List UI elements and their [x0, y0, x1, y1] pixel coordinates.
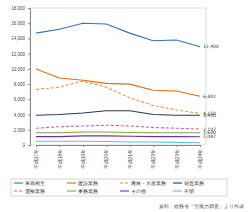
legend-swatch	[173, 182, 182, 183]
y-tick-label: 0	[22, 143, 25, 148]
y-tick-mark	[28, 8, 30, 9]
y-tick: 14,000	[11, 36, 30, 41]
y-tick-label: 2,000	[14, 128, 26, 133]
y-tick-mark	[28, 99, 30, 100]
y-tick-mark	[28, 130, 30, 131]
y-tick-mark	[28, 145, 30, 146]
x-tick-label: 平成17年	[33, 149, 39, 169]
legend-swatch	[67, 182, 76, 183]
y-tick-mark	[28, 69, 30, 70]
y-tick: 8,000	[14, 82, 30, 87]
x-tick-label: 平成21年	[127, 149, 133, 169]
x-tick-mark	[153, 145, 154, 147]
plot-frame	[30, 8, 206, 145]
series-line	[36, 141, 200, 143]
value-label: 3,900	[203, 113, 216, 118]
legend-label: 製造業務	[184, 180, 204, 186]
x-tick-label: 平成19年	[80, 149, 86, 169]
legend-swatch	[14, 182, 23, 183]
value-labels: 12,9006,4024,1503,9002,1071,6001,087	[203, 44, 219, 139]
y-tick-label: 14,000	[11, 36, 25, 41]
legend-label: 運輸業務	[25, 188, 45, 194]
x-tick-label: 平成24年	[197, 149, 203, 169]
x-tick: 平成19年	[80, 145, 86, 169]
y-tick: 6,000	[14, 97, 30, 102]
source-note: 資料：総務省「労働力調査」より作成	[159, 203, 244, 209]
x-tick-label: 平成20年	[103, 149, 109, 169]
series-line	[36, 111, 200, 116]
x-tick: 平成21年	[127, 145, 133, 169]
series-line	[36, 81, 200, 113]
series-line	[36, 132, 200, 134]
x-tick: 平成24年	[197, 145, 203, 169]
legend-swatch	[120, 190, 129, 191]
x-tick: 平成20年	[103, 145, 109, 169]
x-tick: 平成23年	[174, 145, 180, 169]
x-tick: 平成18年	[57, 145, 63, 169]
x-tick-mark	[130, 145, 131, 147]
x-tick-label: 平成23年	[174, 149, 180, 169]
y-tick: 0	[22, 143, 30, 148]
value-label: 6,402	[203, 94, 216, 99]
series-line	[36, 125, 200, 129]
legend-frame	[11, 179, 227, 196]
y-tick-mark	[28, 54, 30, 55]
y-tick: 10,000	[11, 67, 30, 72]
legend-label: 事務業務	[78, 188, 98, 194]
y-tick-label: 16,000	[11, 21, 25, 26]
y-tick: 2,000	[14, 128, 30, 133]
legend-label: 建設業務	[77, 180, 98, 186]
y-tick-mark	[28, 84, 30, 85]
legend-swatch	[14, 190, 23, 191]
y-tick-label: 8,000	[14, 82, 26, 87]
x-tick-mark	[59, 145, 60, 147]
y-tick-label: 6,000	[14, 97, 26, 102]
legend-label: 不明	[184, 189, 194, 194]
x-tick: 平成22年	[150, 145, 156, 169]
y-tick-mark	[28, 38, 30, 39]
series-line	[36, 69, 200, 96]
x-tick-mark	[177, 145, 178, 147]
y-tick-mark	[28, 115, 30, 116]
legend-label: その他	[131, 189, 146, 194]
legend: 車両相互 建設業務 農林・水産業務 製造業務運輸業務 事務業務 その他 不明	[11, 179, 227, 196]
value-label: 1,087	[203, 134, 216, 139]
legend-swatch	[173, 190, 182, 191]
x-tick-mark	[106, 145, 107, 147]
x-tick-label: 平成18年	[57, 149, 63, 169]
y-tick: 12,000	[11, 52, 30, 57]
legend-swatch	[67, 190, 76, 191]
y-tick: 4,000	[14, 112, 30, 117]
y-tick-label: 18,000	[11, 6, 25, 11]
x-tick-label: 平成22年	[150, 149, 156, 169]
y-tick-mark	[28, 23, 30, 24]
y-tick-label: 10,000	[11, 67, 25, 72]
x-axis: 平成17年 平成18年 平成19年 平成20年 平成21年 平成22年 平成23年 平成24年	[33, 145, 203, 169]
y-tick: 16,000	[11, 21, 30, 26]
x-tick-mark	[83, 145, 84, 147]
y-tick-label: 12,000	[11, 52, 25, 57]
y-axis-line	[28, 9, 31, 146]
x-tick-mark	[200, 145, 201, 147]
legend-label: 車両相互	[25, 180, 45, 186]
y-tick: 18,000	[11, 6, 30, 11]
y-axis: 0 2,000 4,000 6,000 8,000 10,000 12,000 14,000 1…	[11, 6, 30, 148]
chart: 0 2,000 4,000 6,000 8,000 10,000 12,000 14,000 1…	[0, 0, 250, 212]
value-label: 12,900	[203, 44, 219, 49]
x-tick-mark	[36, 145, 37, 147]
series-line	[36, 135, 200, 137]
y-tick-label: 4,000	[14, 112, 26, 117]
x-axis-line	[37, 146, 201, 148]
legend-swatch	[120, 182, 129, 183]
legend-label: 農林・水産業務	[131, 180, 166, 186]
x-tick: 平成17年	[33, 145, 39, 169]
lines	[36, 23, 200, 142]
series-line	[36, 23, 200, 47]
